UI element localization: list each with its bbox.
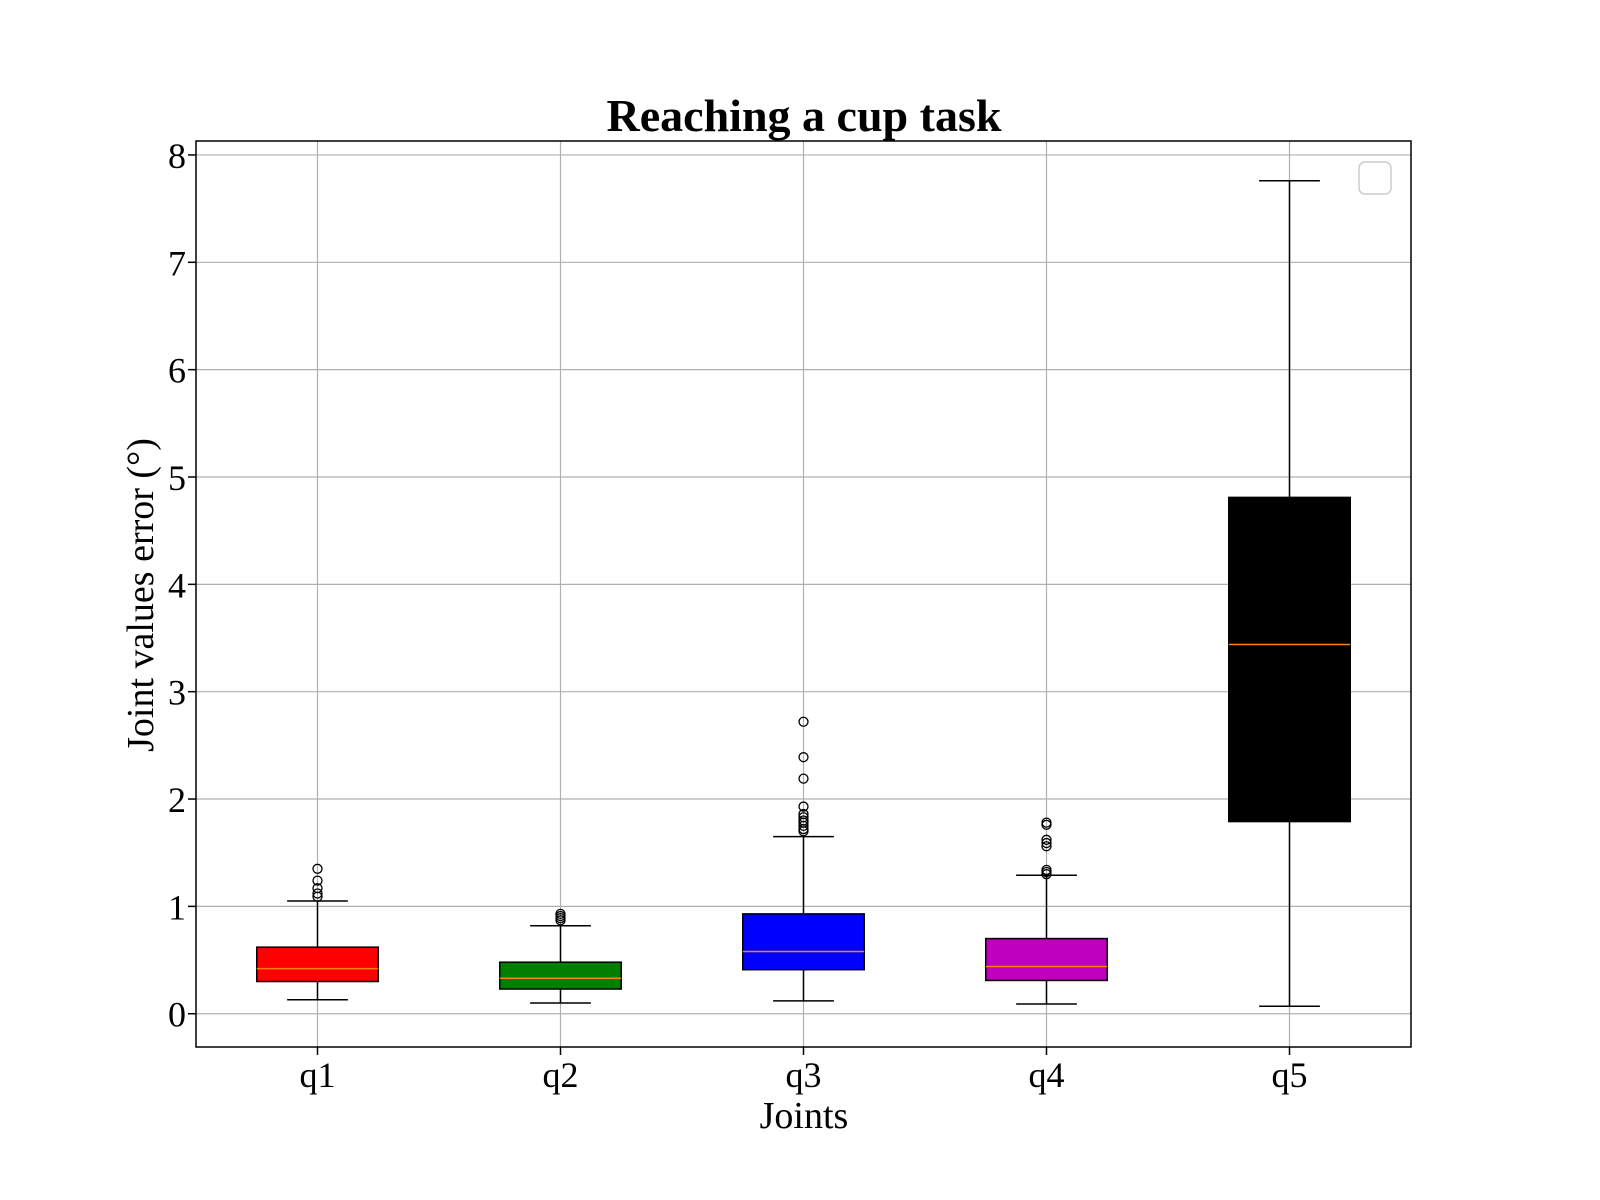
outlier-point (798, 773, 809, 784)
outlier-point (798, 801, 809, 812)
y-tick-label: 4 (168, 565, 186, 605)
y-tick-label: 0 (168, 995, 186, 1035)
outlier-point (798, 752, 809, 763)
y-tick-label: 3 (168, 673, 186, 713)
y-axis-ticks: 0 1 2 3 4 5 6 7 8 (168, 136, 196, 1035)
x-tick-label: q1 (300, 1055, 336, 1095)
iqr-box (499, 961, 622, 990)
x-tick-label: q5 (1272, 1055, 1308, 1095)
legend-box (1358, 161, 1392, 195)
outlier-point (798, 812, 809, 823)
outlier-point (312, 888, 323, 899)
x-tick-label: q3 (786, 1055, 822, 1095)
outlier-point (312, 875, 323, 886)
box-q4 (985, 817, 1108, 1005)
outlier-point (1041, 837, 1052, 849)
outlier-point (798, 815, 809, 826)
x-axis-ticks: q1 q2 q3 q4 q5 (300, 1047, 1308, 1095)
outlier-point (312, 882, 323, 894)
outlier-point (798, 808, 809, 820)
y-axis-label: Joint values error (°) (120, 438, 162, 752)
outlier-point (1041, 841, 1052, 852)
outlier-point (798, 716, 809, 727)
y-tick-label: 2 (168, 780, 186, 820)
y-tick-label: 8 (168, 136, 186, 176)
iqr-box (256, 946, 379, 983)
outlier-point (1041, 817, 1052, 828)
box-q1 (256, 863, 379, 1001)
y-tick-label: 6 (168, 351, 186, 391)
box-q5 (1228, 179, 1351, 1007)
chart-title: Reaching a cup task (607, 90, 1002, 141)
boxes-group (256, 179, 1351, 1007)
box-q2 (499, 908, 622, 1004)
iqr-box (1228, 496, 1351, 823)
iqr-box (742, 913, 865, 971)
iqr-box (985, 937, 1108, 982)
box-q3 (742, 716, 865, 1002)
outlier-point (1041, 834, 1052, 845)
x-tick-label: q2 (543, 1055, 579, 1095)
outlier-point (312, 863, 323, 874)
y-tick-label: 7 (168, 243, 186, 283)
x-axis-label: Joints (760, 1095, 849, 1137)
y-tick-label: 1 (168, 887, 186, 927)
outlier-point (1041, 864, 1052, 876)
outlier-point (555, 908, 566, 920)
y-tick-label: 5 (168, 458, 186, 498)
x-tick-label: q4 (1029, 1055, 1065, 1095)
